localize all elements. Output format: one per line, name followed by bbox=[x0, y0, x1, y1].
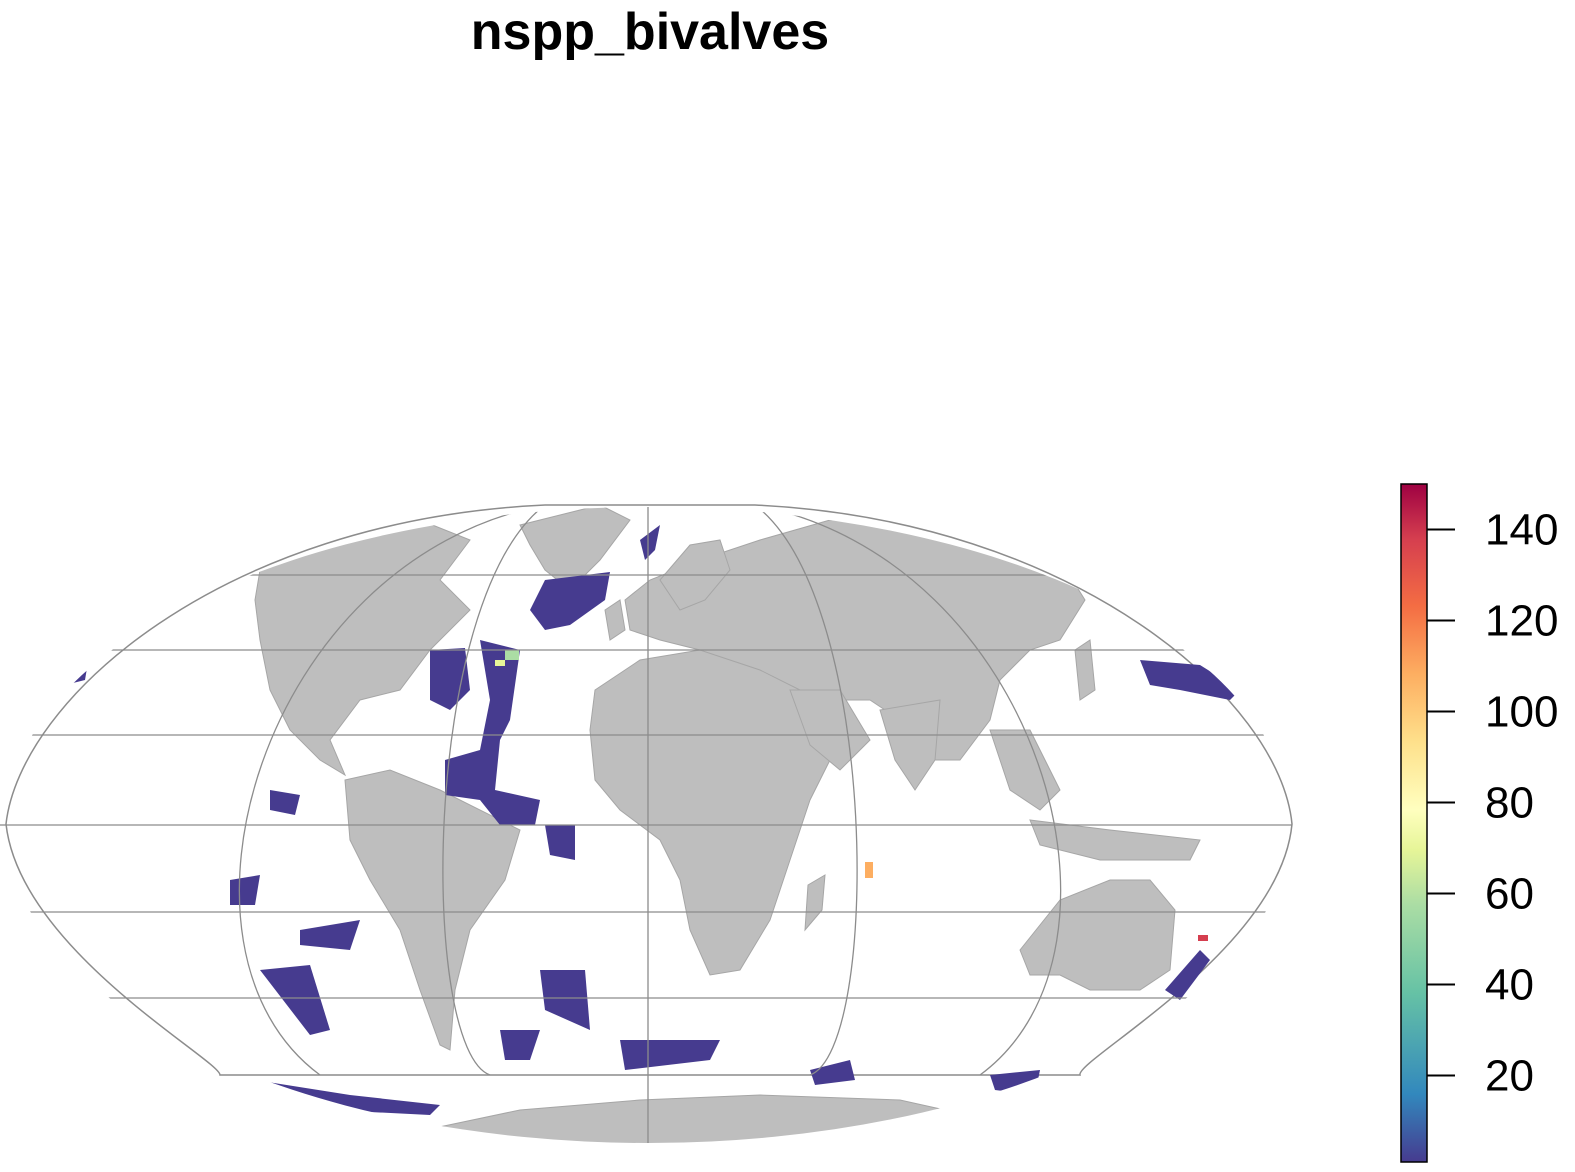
color-legend: 20 40 60 80 100 120 140 bbox=[1400, 483, 1558, 1163]
hotspot-cell bbox=[865, 862, 873, 878]
legend-tick-label: 100 bbox=[1485, 688, 1558, 737]
hotspot-cell bbox=[495, 660, 505, 666]
hotspot-cell bbox=[505, 650, 519, 660]
legend-tick-label: 40 bbox=[1485, 961, 1534, 1010]
legend-tick-label: 120 bbox=[1485, 597, 1558, 646]
legend-tick-label: 140 bbox=[1485, 506, 1558, 555]
legend-color-bar bbox=[1400, 483, 1428, 1163]
map-title: nspp_bivalves bbox=[470, 3, 830, 61]
richness-cells bbox=[60, 525, 1240, 1115]
legend-tick-label: 80 bbox=[1485, 779, 1534, 828]
legend-tick-label: 60 bbox=[1485, 870, 1534, 919]
land-masses bbox=[254, 507, 1201, 1143]
hotspot-cell bbox=[1198, 935, 1208, 941]
legend-tick-label: 20 bbox=[1485, 1052, 1534, 1101]
